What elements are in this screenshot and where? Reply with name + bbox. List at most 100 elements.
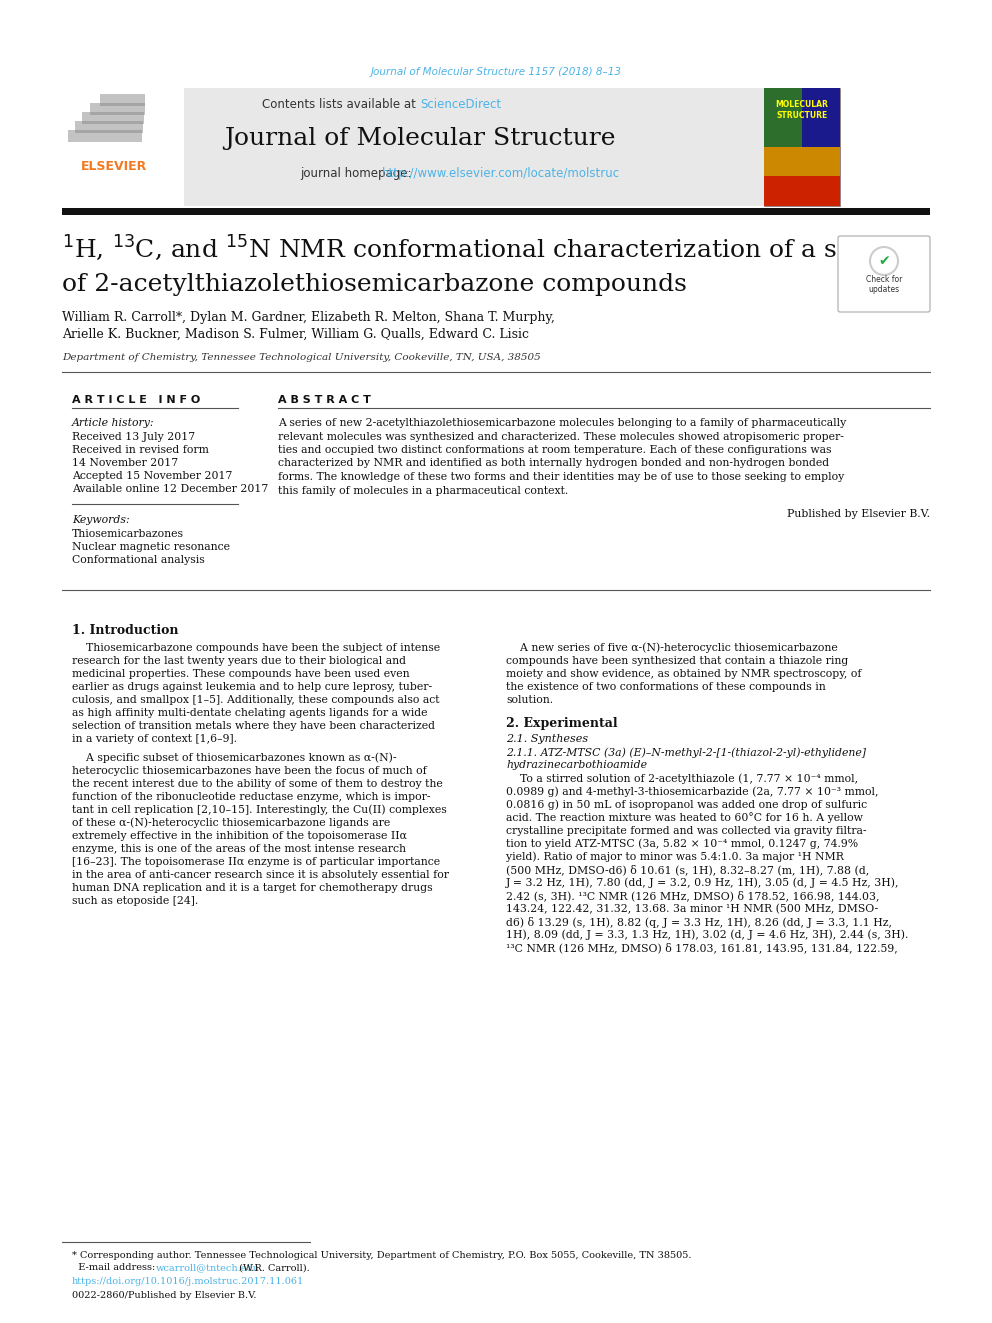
- Text: ¹³C NMR (126 MHz, DMSO) δ 178.03, 161.81, 143.95, 131.84, 122.59,: ¹³C NMR (126 MHz, DMSO) δ 178.03, 161.81…: [506, 942, 898, 954]
- Text: earlier as drugs against leukemia and to help cure leprosy, tuber-: earlier as drugs against leukemia and to…: [72, 681, 433, 692]
- Bar: [68, 130, 142, 142]
- Text: relevant molecules was synthesized and characterized. These molecules showed atr: relevant molecules was synthesized and c…: [278, 431, 844, 442]
- Text: 143.24, 122.42, 31.32, 13.68. 3a minor ¹H NMR (500 MHz, DMSO-: 143.24, 122.42, 31.32, 13.68. 3a minor ¹…: [506, 904, 878, 914]
- Text: 0022-2860/Published by Elsevier B.V.: 0022-2860/Published by Elsevier B.V.: [72, 1290, 257, 1299]
- Text: updates: updates: [868, 284, 900, 294]
- Bar: [802, 89, 840, 147]
- Bar: [764, 147, 840, 176]
- Text: wcarroll@tntech.edu: wcarroll@tntech.edu: [156, 1263, 260, 1273]
- Text: 14 November 2017: 14 November 2017: [72, 458, 179, 468]
- Text: 0.0989 g) and 4-methyl-3-thiosemicarbazide (2a, 7.77 × 10⁻³ mmol,: 0.0989 g) and 4-methyl-3-thiosemicarbazi…: [506, 787, 879, 798]
- Text: this family of molecules in a pharmaceutical context.: this family of molecules in a pharmaceut…: [278, 486, 568, 496]
- Text: 1. Introduction: 1. Introduction: [72, 623, 179, 636]
- Text: research for the last twenty years due to their biological and: research for the last twenty years due t…: [72, 656, 406, 665]
- FancyBboxPatch shape: [838, 235, 930, 312]
- Text: the existence of two conformations of these compounds in: the existence of two conformations of th…: [506, 681, 825, 692]
- Text: https://doi.org/10.1016/j.molstruc.2017.11.061: https://doi.org/10.1016/j.molstruc.2017.…: [72, 1278, 305, 1286]
- Text: ✔: ✔: [878, 254, 890, 269]
- Bar: [62, 89, 840, 206]
- Text: Department of Chemistry, Tennessee Technological University, Cookeville, TN, USA: Department of Chemistry, Tennessee Techn…: [62, 353, 541, 363]
- Text: Thiosemicarbazones: Thiosemicarbazones: [72, 529, 184, 538]
- Text: ELSEVIER: ELSEVIER: [81, 160, 147, 173]
- Bar: [75, 120, 143, 134]
- Text: [16–23]. The topoisomerase IIα enzyme is of particular importance: [16–23]. The topoisomerase IIα enzyme is…: [72, 857, 440, 867]
- Bar: [90, 103, 145, 115]
- Text: of these α-(N)-heterocyclic thiosemicarbazone ligands are: of these α-(N)-heterocyclic thiosemicarb…: [72, 818, 390, 828]
- Text: culosis, and smallpox [1–5]. Additionally, these compounds also act: culosis, and smallpox [1–5]. Additionall…: [72, 695, 439, 705]
- Text: of 2-acetylthiazolethiosemicarbazone compounds: of 2-acetylthiazolethiosemicarbazone com…: [62, 273, 686, 295]
- Text: MOLECULAR
STRUCTURE: MOLECULAR STRUCTURE: [776, 101, 828, 119]
- Text: function of the ribonucleotide reductase enzyme, which is impor-: function of the ribonucleotide reductase…: [72, 792, 431, 802]
- Bar: [62, 89, 184, 206]
- Text: $^{1}$H, $^{13}$C, and $^{15}$N NMR conformational characterization of a series: $^{1}$H, $^{13}$C, and $^{15}$N NMR conf…: [62, 233, 899, 263]
- Text: http://www.elsevier.com/locate/molstruc: http://www.elsevier.com/locate/molstruc: [382, 168, 620, 180]
- Text: tant in cell replication [2,10–15]. Interestingly, the Cu(II) complexes: tant in cell replication [2,10–15]. Inte…: [72, 804, 446, 815]
- Text: acid. The reaction mixture was heated to 60°C for 16 h. A yellow: acid. The reaction mixture was heated to…: [506, 812, 863, 823]
- Text: 2.1.1. ATZ-MTSC (3a) (E)–N-methyl-2-[1-(thiazol-2-yl)-ethylidene]: 2.1.1. ATZ-MTSC (3a) (E)–N-methyl-2-[1-(…: [506, 747, 866, 758]
- Text: (500 MHz, DMSO-d6) δ 10.61 (s, 1H), 8.32–8.27 (m, 1H), 7.88 (d,: (500 MHz, DMSO-d6) δ 10.61 (s, 1H), 8.32…: [506, 865, 869, 876]
- Text: Check for: Check for: [866, 275, 902, 284]
- Text: Received 13 July 2017: Received 13 July 2017: [72, 433, 195, 442]
- Text: extremely effective in the inhibition of the topoisomerase IIα: extremely effective in the inhibition of…: [72, 831, 407, 841]
- Text: ties and occupied two distinct conformations at room temperature. Each of these : ties and occupied two distinct conformat…: [278, 445, 831, 455]
- Text: compounds have been synthesized that contain a thiazole ring: compounds have been synthesized that con…: [506, 656, 848, 665]
- Text: d6) δ 13.29 (s, 1H), 8.82 (q, J = 3.3 Hz, 1H), 8.26 (dd, J = 3.3, 1.1 Hz,: d6) δ 13.29 (s, 1H), 8.82 (q, J = 3.3 Hz…: [506, 917, 892, 927]
- Text: A new series of five α-(N)-heterocyclic thiosemicarbazone: A new series of five α-(N)-heterocyclic …: [506, 643, 838, 654]
- Text: Article history:: Article history:: [72, 418, 155, 429]
- Text: crystalline precipitate formed and was collected via gravity filtra-: crystalline precipitate formed and was c…: [506, 826, 866, 836]
- Text: yield). Ratio of major to minor was 5.4:1.0. 3a major ¹H NMR: yield). Ratio of major to minor was 5.4:…: [506, 852, 844, 863]
- Text: 2.1. Syntheses: 2.1. Syntheses: [506, 734, 588, 744]
- Text: Arielle K. Buckner, Madison S. Fulmer, William G. Qualls, Edward C. Lisic: Arielle K. Buckner, Madison S. Fulmer, W…: [62, 328, 529, 340]
- Text: A R T I C L E   I N F O: A R T I C L E I N F O: [72, 396, 200, 405]
- Text: in a variety of context [1,6–9].: in a variety of context [1,6–9].: [72, 734, 237, 744]
- Text: 2.42 (s, 3H). ¹³C NMR (126 MHz, DMSO) δ 178.52, 166.98, 144.03,: 2.42 (s, 3H). ¹³C NMR (126 MHz, DMSO) δ …: [506, 890, 880, 901]
- Circle shape: [870, 247, 898, 275]
- Text: Journal of Molecular Structure: Journal of Molecular Structure: [224, 127, 616, 149]
- Text: ScienceDirect: ScienceDirect: [420, 98, 501, 111]
- Text: forms. The knowledge of these two forms and their identities may be of use to th: forms. The knowledge of these two forms …: [278, 472, 844, 482]
- Bar: [100, 94, 145, 106]
- Text: enzyme, this is one of the areas of the most intense research: enzyme, this is one of the areas of the …: [72, 844, 406, 855]
- Text: William R. Carroll*, Dylan M. Gardner, Elizabeth R. Melton, Shana T. Murphy,: William R. Carroll*, Dylan M. Gardner, E…: [62, 311, 555, 324]
- Text: A B S T R A C T: A B S T R A C T: [278, 396, 371, 405]
- Text: A series of new 2-acetylthiazolethiosemicarbazone molecules belonging to a famil: A series of new 2-acetylthiazolethiosemi…: [278, 418, 846, 429]
- Text: selection of transition metals where they have been characterized: selection of transition metals where the…: [72, 721, 435, 732]
- Text: To a stirred solution of 2-acetylthiazole (1, 7.77 × 10⁻⁴ mmol,: To a stirred solution of 2-acetylthiazol…: [506, 774, 858, 785]
- Text: medicinal properties. These compounds have been used even: medicinal properties. These compounds ha…: [72, 669, 410, 679]
- Text: human DNA replication and it is a target for chemotherapy drugs: human DNA replication and it is a target…: [72, 882, 433, 893]
- Text: characterized by NMR and identified as both internally hydrogen bonded and non-h: characterized by NMR and identified as b…: [278, 459, 829, 468]
- Bar: [764, 89, 840, 206]
- Text: Available online 12 December 2017: Available online 12 December 2017: [72, 484, 268, 493]
- Text: E-mail address:: E-mail address:: [72, 1263, 159, 1273]
- Bar: [764, 176, 840, 206]
- Bar: [764, 89, 802, 147]
- Bar: [68, 93, 178, 160]
- Text: such as etoposide [24].: such as etoposide [24].: [72, 896, 198, 906]
- Text: Conformational analysis: Conformational analysis: [72, 556, 204, 565]
- Text: moiety and show evidence, as obtained by NMR spectroscopy, of: moiety and show evidence, as obtained by…: [506, 669, 861, 679]
- Text: A specific subset of thiosemicarbazones known as α-(N)-: A specific subset of thiosemicarbazones …: [72, 753, 397, 763]
- Bar: [82, 112, 144, 124]
- Text: Contents lists available at: Contents lists available at: [262, 98, 420, 111]
- Text: Accepted 15 November 2017: Accepted 15 November 2017: [72, 471, 232, 482]
- Text: Journal of Molecular Structure 1157 (2018) 8–13: Journal of Molecular Structure 1157 (201…: [370, 67, 622, 77]
- Text: in the area of anti-cancer research since it is absolutely essential for: in the area of anti-cancer research sinc…: [72, 871, 449, 880]
- Text: 0.0816 g) in 50 mL of isopropanol was added one drop of sulfuric: 0.0816 g) in 50 mL of isopropanol was ad…: [506, 799, 867, 810]
- Text: Nuclear magnetic resonance: Nuclear magnetic resonance: [72, 542, 230, 552]
- Text: Published by Elsevier B.V.: Published by Elsevier B.V.: [787, 509, 930, 519]
- Text: Thiosemicarbazone compounds have been the subject of intense: Thiosemicarbazone compounds have been th…: [72, 643, 440, 654]
- Text: 2. Experimental: 2. Experimental: [506, 717, 618, 729]
- Text: solution.: solution.: [506, 695, 554, 705]
- Text: as high affinity multi-dentate chelating agents ligands for a wide: as high affinity multi-dentate chelating…: [72, 708, 428, 718]
- Text: Received in revised form: Received in revised form: [72, 445, 209, 455]
- Text: tion to yield ATZ-MTSC (3a, 5.82 × 10⁻⁴ mmol, 0.1247 g, 74.9%: tion to yield ATZ-MTSC (3a, 5.82 × 10⁻⁴ …: [506, 839, 858, 849]
- Text: 1H), 8.09 (dd, J = 3.3, 1.3 Hz, 1H), 3.02 (d, J = 4.6 Hz, 3H), 2.44 (s, 3H).: 1H), 8.09 (dd, J = 3.3, 1.3 Hz, 1H), 3.0…: [506, 930, 909, 941]
- Bar: [62, 208, 930, 216]
- Text: heterocyclic thiosemicarbazones have been the focus of much of: heterocyclic thiosemicarbazones have bee…: [72, 766, 427, 777]
- Text: * Corresponding author. Tennessee Technological University, Department of Chemis: * Corresponding author. Tennessee Techno…: [72, 1252, 691, 1261]
- Text: hydrazinecarbothioamide: hydrazinecarbothioamide: [506, 759, 647, 770]
- Text: the recent interest due to the ability of some of them to destroy the: the recent interest due to the ability o…: [72, 779, 442, 789]
- Text: J = 3.2 Hz, 1H), 7.80 (dd, J = 3.2, 0.9 Hz, 1H), 3.05 (d, J = 4.5 Hz, 3H),: J = 3.2 Hz, 1H), 7.80 (dd, J = 3.2, 0.9 …: [506, 877, 900, 888]
- Text: Keywords:: Keywords:: [72, 515, 130, 525]
- Text: journal homepage:: journal homepage:: [300, 168, 416, 180]
